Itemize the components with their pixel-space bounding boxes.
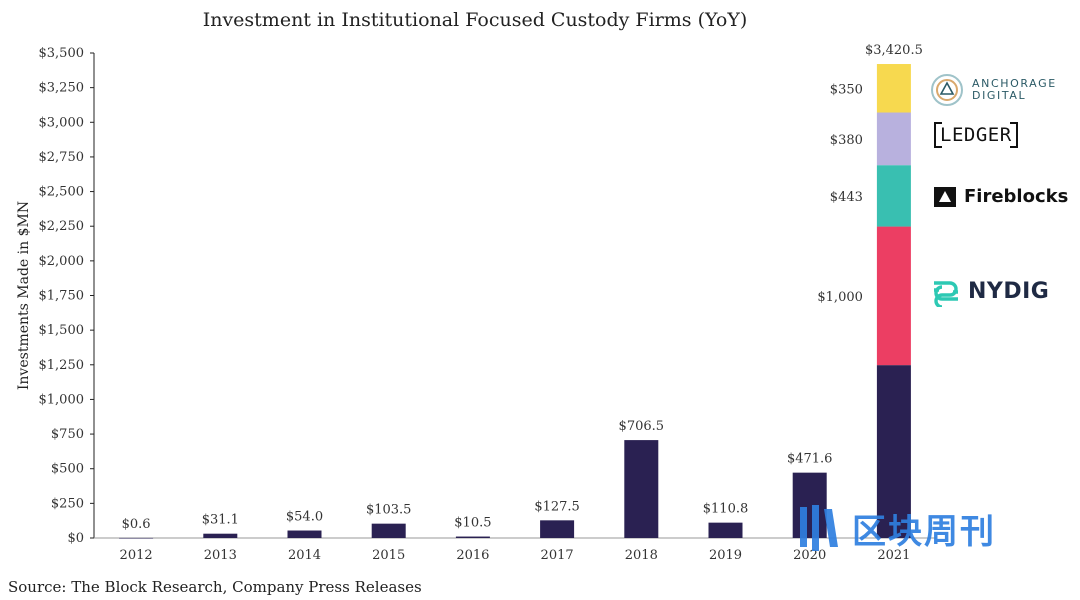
fireblocks-text: Fireblocks — [964, 186, 1069, 207]
x-tick-label: 2020 — [793, 548, 826, 563]
bar-value-label: $471.6 — [787, 452, 833, 467]
bar-value-label: $3,420.5 — [865, 43, 923, 58]
bar-value-label: $110.8 — [703, 502, 749, 517]
y-tick-label: $0 — [67, 531, 84, 546]
segment-label: $443 — [830, 190, 863, 205]
bar-value-label: $706.5 — [619, 419, 665, 434]
bar-2013 — [203, 533, 238, 538]
fireblocks-icon — [934, 186, 956, 207]
y-tick-label: $1,750 — [39, 289, 85, 304]
y-tick-label: $2,250 — [39, 219, 85, 234]
bar-value-label: $127.5 — [534, 499, 580, 514]
bar-2020 — [792, 472, 827, 538]
y-tick-label: $750 — [51, 427, 84, 442]
x-tick-label: 2013 — [204, 548, 237, 563]
bar-segment-nydig — [876, 226, 911, 366]
ledger-text: LEDGER — [940, 124, 1012, 146]
y-tick-label: $3,500 — [39, 46, 85, 61]
bar-value-label: $31.1 — [202, 513, 239, 528]
y-tick-label: $3,000 — [39, 115, 85, 130]
ledger-logo: LEDGER — [934, 122, 1018, 148]
bar-2014 — [287, 530, 322, 538]
watermark-text: 区块周刊 — [852, 511, 996, 552]
nydig-icon — [934, 281, 958, 307]
fireblocks-logo: Fireblocks — [934, 186, 1068, 207]
y-tick-label: $2,500 — [39, 185, 85, 200]
x-tick-label: 2016 — [456, 548, 489, 563]
bar-2018 — [624, 440, 659, 538]
y-tick-label: $3,250 — [39, 81, 85, 96]
anchorage-digital-logo: ANCHORAGE DIGITAL — [930, 73, 1057, 107]
bar-2017 — [540, 520, 575, 538]
y-tick-label: $2,750 — [39, 150, 85, 165]
x-tick-label: 2012 — [120, 548, 153, 563]
bar-2015 — [371, 523, 406, 538]
bar-value-label: $10.5 — [454, 516, 491, 531]
bar-2019 — [708, 522, 743, 538]
x-tick-label: 2015 — [372, 548, 405, 563]
anchorage-line1: ANCHORAGE — [972, 77, 1057, 90]
bar-value-label: $103.5 — [366, 503, 412, 518]
watermark-icon — [800, 505, 838, 551]
bar-2016 — [455, 536, 490, 538]
anchorage-icon — [931, 74, 963, 106]
y-tick-label: $1,250 — [39, 358, 85, 373]
bar-2012 — [119, 537, 154, 539]
bar-value-label: $0.6 — [122, 517, 151, 532]
source-note: Source: The Block Research, Company Pres… — [8, 578, 422, 596]
nydig-logo: NYDIG — [930, 275, 1049, 307]
bar-segment-anchorage-digital — [876, 64, 911, 113]
x-tick-label: 2017 — [541, 548, 574, 563]
y-tick-label: $250 — [51, 496, 84, 511]
y-tick-label: $1,500 — [39, 323, 85, 338]
x-tick-label: 2014 — [288, 548, 321, 563]
nydig-text: NYDIG — [968, 278, 1050, 304]
y-tick-label: $2,000 — [39, 254, 85, 269]
segment-label: $380 — [830, 133, 863, 148]
anchorage-line2: DIGITAL — [972, 89, 1027, 102]
segment-label: $1,000 — [817, 290, 863, 305]
bar-segment-ledger — [876, 112, 911, 166]
bar-segment-other — [876, 365, 911, 538]
bar-value-label: $54.0 — [286, 510, 323, 525]
x-tick-label: 2019 — [709, 548, 742, 563]
watermark: 区块周刊 — [798, 503, 996, 553]
y-axis-title: Investments Made in $MN — [16, 201, 32, 390]
bar-segment-fireblocks — [876, 165, 911, 227]
x-tick-label: 2021 — [877, 548, 910, 563]
y-tick-label: $500 — [51, 462, 84, 477]
segment-label: $350 — [830, 82, 863, 97]
x-tick-label: 2018 — [625, 548, 658, 563]
y-tick-label: $1,000 — [39, 392, 85, 407]
chart-title: Investment in Institutional Focused Cust… — [202, 9, 748, 31]
